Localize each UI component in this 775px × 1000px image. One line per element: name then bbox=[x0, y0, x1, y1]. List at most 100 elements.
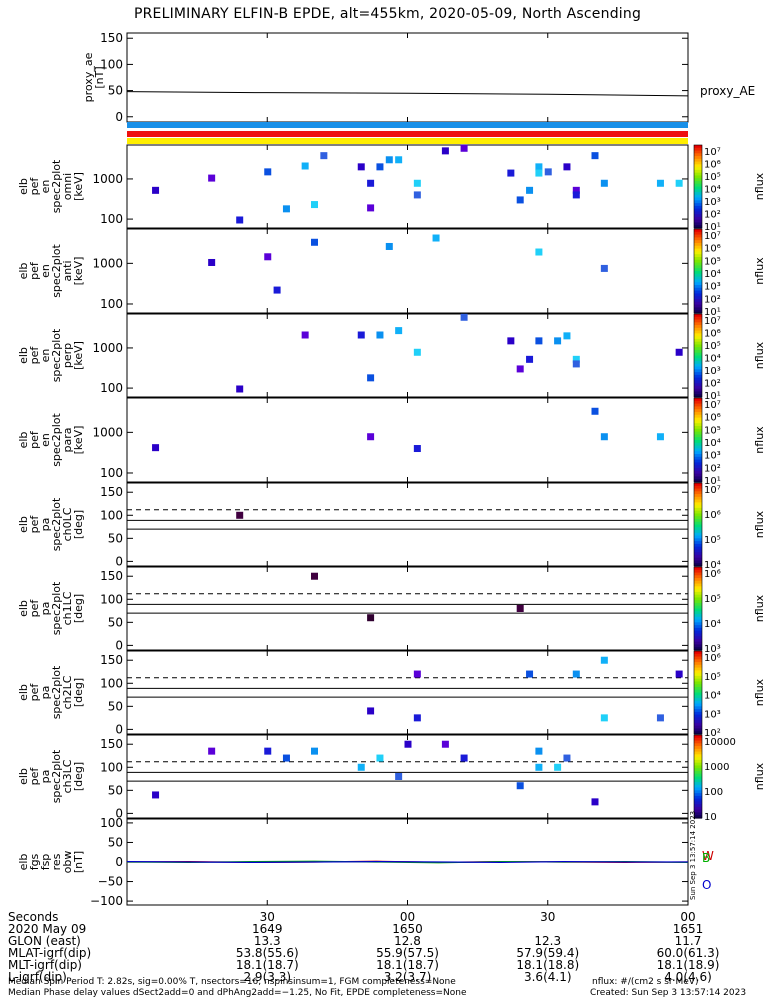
colorbar-swatch bbox=[694, 400, 702, 405]
colorbar-swatch bbox=[694, 470, 702, 475]
colorbar-swatch bbox=[694, 459, 702, 463]
colorbar-swatch bbox=[694, 622, 702, 626]
data-cell bbox=[413, 670, 421, 678]
fgs-legend-w: W bbox=[702, 849, 714, 863]
colorbar-swatch bbox=[694, 801, 702, 805]
colorbar-frame bbox=[693, 734, 703, 819]
colorbar-swatch bbox=[694, 251, 702, 255]
colorbar-swatch bbox=[694, 245, 702, 250]
colorbar-swatch bbox=[694, 394, 702, 398]
data-cell bbox=[507, 337, 515, 345]
y-axis-label: pef bbox=[28, 767, 41, 786]
data-cell bbox=[264, 168, 272, 176]
y-axis-label: en bbox=[39, 264, 52, 278]
footer-line-2: Median Phase delay values dSect2add=0 an… bbox=[8, 988, 467, 998]
colorbar-label: nflux bbox=[753, 172, 766, 200]
colorbar-swatch bbox=[694, 150, 702, 154]
colorbar-swatch bbox=[694, 557, 702, 562]
x-row-value: 18.1(18.8) bbox=[516, 958, 579, 972]
x-row-label: GLON (east) bbox=[8, 934, 81, 948]
colorbar-swatch bbox=[694, 314, 702, 318]
y-axis-label: en bbox=[39, 180, 52, 194]
colorbar-swatch bbox=[694, 795, 702, 800]
colorbar-swatch bbox=[694, 782, 702, 786]
panel-frame bbox=[126, 482, 689, 567]
colorbar-tick-label: 10⁵ bbox=[704, 172, 721, 183]
colorbar-swatch bbox=[694, 423, 702, 427]
y-axis-label: spec2plot bbox=[50, 159, 63, 213]
y-axis-label: elb bbox=[17, 263, 30, 280]
colorbar-swatch bbox=[694, 208, 702, 212]
colorbar-tick-label: 10⁷ bbox=[704, 316, 721, 327]
colorbar-swatch bbox=[694, 358, 702, 362]
panel-frame bbox=[126, 566, 689, 651]
colorbar-swatch bbox=[694, 156, 702, 160]
x-axis-block: Seconds 30 00 30 00 2020 May 09 1649 1650 1651 GL… bbox=[8, 910, 719, 984]
colorbar-tick-label: 1000 bbox=[704, 762, 729, 773]
colorbar-swatch bbox=[694, 172, 702, 177]
data-cell bbox=[376, 163, 384, 171]
colorbar-swatch bbox=[694, 549, 702, 553]
data-cell bbox=[367, 374, 375, 382]
colorbar-swatch bbox=[694, 372, 702, 376]
colorbar-swatch bbox=[694, 265, 702, 269]
colorbar-swatch bbox=[694, 158, 702, 163]
y-tick-label: 100 bbox=[100, 57, 123, 71]
colorbar-swatch bbox=[694, 440, 702, 444]
colorbar-tick-label: 10⁴ bbox=[704, 354, 721, 365]
y-axis-label: pa bbox=[39, 518, 52, 532]
data-cell bbox=[385, 242, 393, 250]
colorbar-swatch bbox=[694, 569, 702, 574]
data-cell bbox=[675, 670, 683, 678]
colorbar-swatch bbox=[694, 614, 702, 618]
data-cell bbox=[460, 313, 468, 321]
colorbar-swatch bbox=[694, 787, 702, 791]
colorbar-swatch bbox=[694, 530, 702, 534]
y-axis-label: fsp bbox=[39, 854, 52, 871]
y-axis-label: pef bbox=[28, 599, 41, 618]
data-cell bbox=[208, 747, 216, 755]
colorbar-swatch bbox=[694, 499, 702, 503]
y-tick-label: 150 bbox=[100, 31, 123, 45]
plot-title: PRELIMINARY ELFIN-B EPDE, alt=455km, 202… bbox=[133, 6, 642, 22]
y-axis-label: spec2plot bbox=[50, 497, 63, 551]
data-cell bbox=[367, 433, 375, 441]
colorbar-swatch bbox=[694, 521, 702, 526]
y-axis-label: pef bbox=[28, 430, 41, 449]
x-row-label: MLAT-igrf(dip) bbox=[8, 946, 91, 960]
colorbar-tick-label: 10³ bbox=[704, 366, 721, 377]
colorbar-swatch bbox=[694, 527, 702, 531]
data-cell bbox=[656, 714, 664, 722]
colorbar-swatch bbox=[694, 594, 702, 599]
y-tick-label: 100 bbox=[100, 381, 123, 395]
y-tick-label: 50 bbox=[108, 615, 123, 629]
colorbar-swatch bbox=[694, 276, 702, 280]
colorbar-swatch bbox=[694, 214, 702, 218]
colorbar-swatch bbox=[694, 437, 702, 441]
colorbar-tick-label: 10³ bbox=[704, 709, 721, 720]
colorbar-swatch bbox=[694, 322, 702, 326]
data-cell bbox=[208, 174, 216, 182]
colorbar-swatch bbox=[694, 282, 702, 286]
data-cell bbox=[376, 754, 384, 762]
colorbar-frame bbox=[693, 397, 703, 483]
colorbar-tick-label: 10⁵ bbox=[704, 425, 721, 436]
colorbar-swatch bbox=[694, 377, 702, 381]
colorbar-swatch bbox=[694, 468, 702, 472]
colorbar-tick-label: 10³ bbox=[704, 282, 721, 293]
colorbar-swatch bbox=[694, 560, 702, 564]
colorbar-frame bbox=[693, 482, 703, 567]
x-row-label: Seconds bbox=[8, 910, 58, 924]
footer-line-1: Median Spin Period T: 2.82s, sig=0.00% T… bbox=[8, 977, 456, 987]
data-cell bbox=[282, 754, 290, 762]
y-axis-label: pa bbox=[39, 602, 52, 616]
data-cell bbox=[554, 763, 562, 771]
colorbar-label: nflux bbox=[753, 257, 766, 285]
colorbar-tick-label: 10⁵ bbox=[704, 256, 721, 267]
y-axis-label: [deg] bbox=[72, 678, 85, 707]
data-cell bbox=[320, 152, 328, 160]
colorbar-tick-label: 10⁴ bbox=[704, 619, 721, 630]
colorbar-4: 10⁷ 10⁶ 10⁵ 10⁴ nflux bbox=[693, 482, 766, 571]
